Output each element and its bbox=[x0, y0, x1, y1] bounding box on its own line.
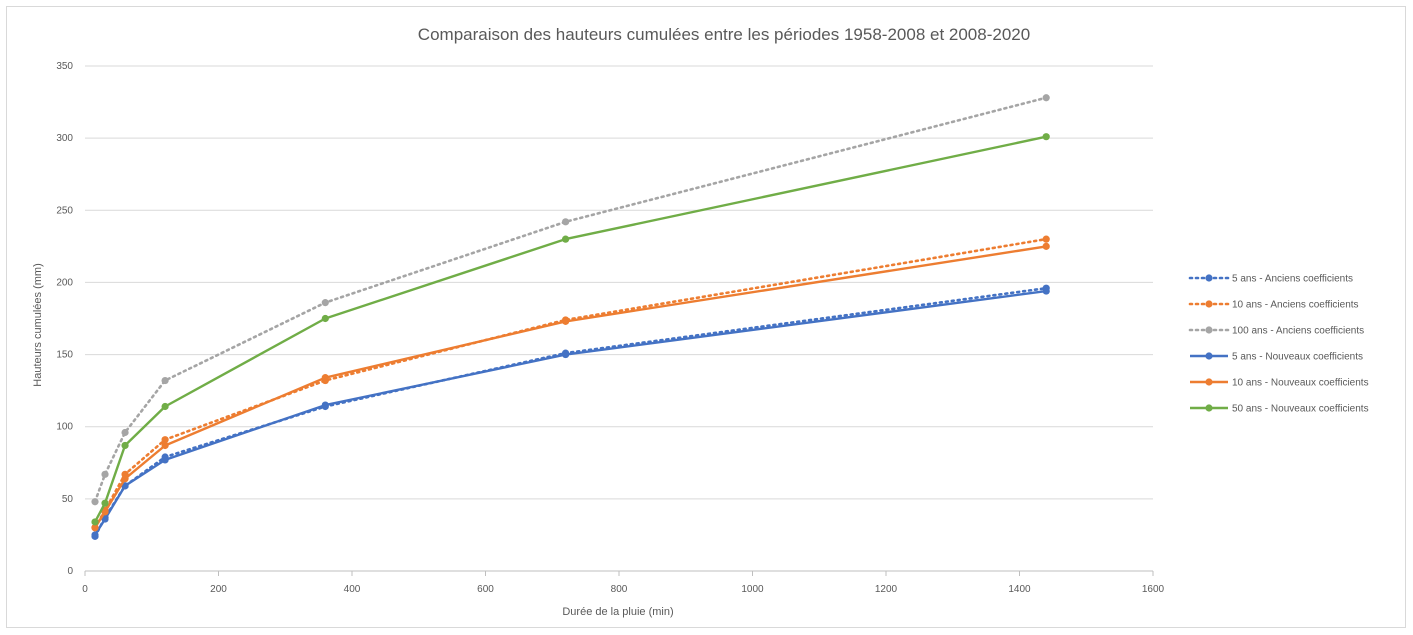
data-point bbox=[101, 508, 109, 516]
data-point bbox=[121, 482, 129, 490]
x-tick-label: 400 bbox=[344, 584, 361, 595]
legend-item: 5 ans - Nouveaux coefficients bbox=[1190, 352, 1363, 363]
y-tick-label: 100 bbox=[56, 422, 73, 433]
chart-frame: Comparaison des hauteurs cumulées entre … bbox=[6, 6, 1406, 628]
legend-marker bbox=[1205, 378, 1213, 386]
series-line bbox=[93, 135, 1047, 523]
series-group bbox=[91, 235, 1050, 532]
legend-marker bbox=[1205, 274, 1213, 282]
legend-marker bbox=[1205, 352, 1213, 360]
grid-layer bbox=[85, 65, 1153, 500]
y-tick-label: 300 bbox=[56, 133, 73, 144]
data-point bbox=[562, 317, 570, 325]
data-point bbox=[101, 470, 109, 478]
legend-label: 10 ans - Anciens coefficients bbox=[1232, 300, 1359, 311]
series-group bbox=[91, 287, 1050, 539]
data-point bbox=[161, 436, 169, 444]
legend-marker bbox=[1205, 300, 1213, 308]
data-point bbox=[321, 374, 329, 382]
legend-label: 50 ans - Nouveaux coefficients bbox=[1232, 404, 1369, 415]
data-point bbox=[161, 376, 169, 385]
legend-label: 5 ans - Anciens coefficients bbox=[1232, 274, 1353, 285]
data-point bbox=[91, 518, 99, 526]
legend-label: 100 ans - Anciens coefficients bbox=[1232, 326, 1364, 337]
y-tick-label: 150 bbox=[56, 350, 73, 361]
legend-label: 5 ans - Nouveaux coefficients bbox=[1232, 352, 1363, 363]
data-point bbox=[1042, 235, 1050, 243]
data-point bbox=[101, 499, 109, 507]
data-point bbox=[321, 401, 329, 409]
y-tick-label: 50 bbox=[62, 494, 74, 505]
x-tick-label: 1000 bbox=[741, 584, 764, 595]
x-tick-label: 1200 bbox=[875, 584, 898, 595]
y-axis-title: Hauteurs cumulées (mm) bbox=[32, 263, 44, 386]
y-tick-label: 200 bbox=[56, 277, 73, 288]
chart-svg: Comparaison des hauteurs cumulées entre … bbox=[32, 25, 1369, 618]
series-group bbox=[91, 284, 1050, 540]
data-point bbox=[321, 299, 329, 307]
legend-label: 10 ans - Nouveaux coefficients bbox=[1232, 378, 1369, 389]
data-point bbox=[91, 498, 99, 506]
series-group bbox=[91, 94, 1050, 506]
x-tick-label: 0 bbox=[82, 584, 88, 595]
series-group bbox=[91, 133, 1050, 526]
x-tick-label: 200 bbox=[210, 584, 227, 595]
y-tick-label: 0 bbox=[67, 566, 73, 577]
legend-item: 100 ans - Anciens coefficients bbox=[1188, 326, 1364, 337]
data-point bbox=[562, 350, 570, 359]
data-point bbox=[101, 515, 109, 523]
legend-marker bbox=[1205, 326, 1213, 334]
x-tick-label: 1400 bbox=[1008, 584, 1031, 595]
data-point bbox=[562, 235, 570, 243]
y-tick-label: 350 bbox=[56, 61, 73, 72]
data-point bbox=[91, 524, 99, 532]
data-point bbox=[562, 218, 570, 226]
legend-item: 10 ans - Nouveaux coefficients bbox=[1190, 378, 1369, 389]
y-tick-label: 250 bbox=[56, 205, 73, 216]
x-tick-label: 600 bbox=[477, 584, 494, 595]
legend: 5 ans - Anciens coefficients 10 ans - Anc… bbox=[1188, 274, 1369, 415]
data-point bbox=[161, 402, 169, 411]
data-point bbox=[1042, 94, 1050, 102]
series-group bbox=[91, 242, 1050, 532]
series-layer bbox=[91, 94, 1050, 540]
data-point bbox=[1042, 242, 1050, 250]
chart-title: Comparaison des hauteurs cumulées entre … bbox=[418, 25, 1030, 44]
legend-marker bbox=[1205, 404, 1213, 412]
series-line bbox=[93, 245, 1047, 529]
data-point bbox=[161, 456, 169, 464]
data-point bbox=[121, 441, 129, 450]
data-point bbox=[1042, 133, 1050, 141]
data-point bbox=[121, 428, 129, 437]
series-line bbox=[93, 96, 1048, 504]
data-point bbox=[321, 314, 329, 323]
legend-item: 5 ans - Anciens coefficients bbox=[1188, 274, 1353, 285]
data-point bbox=[121, 475, 129, 483]
data-point bbox=[1042, 287, 1050, 295]
legend-item: 50 ans - Nouveaux coefficients bbox=[1190, 404, 1369, 415]
x-axis-title: Durée de la pluie (min) bbox=[562, 606, 673, 618]
data-point bbox=[161, 441, 169, 450]
data-point bbox=[91, 531, 99, 539]
x-tick-label: 1600 bbox=[1142, 584, 1165, 595]
axis-layer: 0 50 100 150 200 250 300 350 0 200 400 600 800 1000 12… bbox=[56, 61, 1164, 595]
x-tick-label: 800 bbox=[611, 584, 628, 595]
legend-item: 10 ans - Anciens coefficients bbox=[1188, 300, 1359, 311]
